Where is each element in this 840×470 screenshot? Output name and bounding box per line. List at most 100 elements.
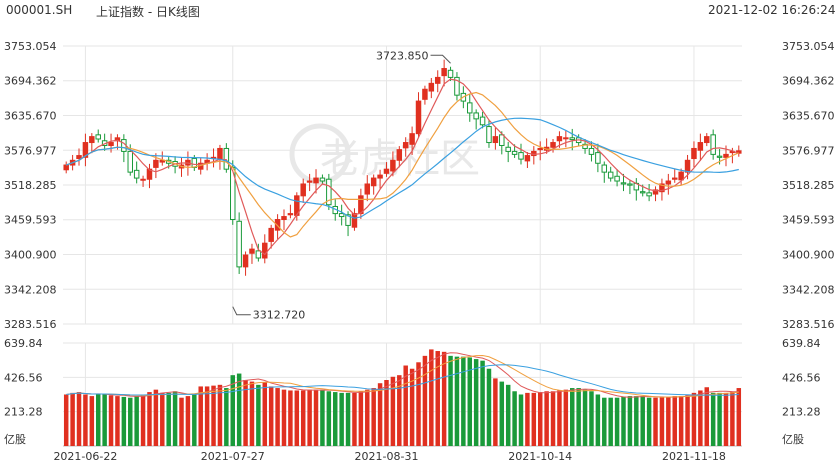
volume-bar [435, 351, 440, 446]
date-tick-label: 2021-10-14 [508, 450, 572, 463]
volume-bar [243, 379, 248, 446]
candle-body [556, 136, 563, 142]
volume-bar [288, 390, 293, 446]
candle-body [697, 142, 704, 151]
volume-bar [204, 386, 210, 446]
volume-bar [422, 355, 428, 446]
volume-bar [236, 373, 242, 446]
candle-body [550, 142, 556, 148]
candle-body [255, 250, 262, 259]
volume-bar [672, 396, 677, 446]
candle-body [537, 147, 543, 151]
candle-body [473, 112, 479, 120]
price-tick-label: 3518.285 [4, 179, 57, 192]
volume-bar [550, 391, 556, 446]
candle-body [486, 126, 492, 144]
volume-bar [198, 386, 203, 446]
candle-body [646, 192, 652, 197]
volume-bar [717, 392, 722, 446]
candle-body [723, 153, 729, 158]
price-tick-label: 3459.593 [4, 214, 57, 227]
volume-bar [537, 392, 543, 446]
candle-body [569, 137, 575, 141]
candle-body [300, 183, 306, 197]
candle-body [671, 177, 678, 180]
candle-body [582, 143, 588, 149]
volume-bar [698, 390, 703, 446]
price-tick-label: 3576.977 [4, 144, 57, 157]
volume-bar [192, 394, 197, 446]
volume-bar [256, 384, 261, 446]
candle-body [396, 149, 403, 161]
volume-bar [332, 392, 338, 446]
candle-body [268, 227, 274, 242]
volume-bar [640, 396, 645, 446]
ma20-line [65, 117, 739, 219]
candle-body [313, 177, 319, 184]
volume-bar [121, 396, 127, 446]
volume-ma20-line [66, 364, 739, 396]
volume-bar [230, 375, 235, 446]
volume-bar [307, 389, 312, 446]
candle-body [627, 183, 633, 186]
annotation-high: 3723.850 [376, 49, 429, 62]
volume-bar [678, 396, 684, 446]
volume-bar [666, 396, 671, 446]
candle-body [511, 150, 518, 155]
volume-bar [525, 392, 530, 446]
volume-bar [70, 392, 75, 446]
candle-body [108, 142, 114, 146]
price-tick-label: 3694.362 [782, 75, 835, 88]
candle-body [287, 213, 294, 216]
volume-bar [294, 390, 300, 446]
candle-body [242, 254, 249, 268]
volume-bar [595, 394, 601, 446]
candle-body [217, 147, 223, 160]
candlesticks [63, 59, 742, 276]
volume-bar [505, 384, 511, 446]
candle-body [659, 183, 665, 193]
volume-tick-label: 426.56 [4, 371, 43, 384]
candle-body [345, 214, 351, 226]
ma10-line [65, 91, 740, 238]
volume-bar [224, 388, 229, 446]
volume-bar [544, 391, 549, 446]
candle-body [262, 242, 268, 259]
volume-bar [397, 375, 402, 446]
volume-bar [409, 368, 415, 446]
candle-body [338, 213, 345, 218]
candle-body [89, 136, 95, 144]
volume-bars [63, 349, 742, 446]
volume-bar [108, 395, 114, 446]
price-tick-label: 3283.516 [782, 318, 835, 331]
candle-body [499, 134, 505, 146]
volume-tick-label: 639.84 [782, 337, 821, 350]
volume-bar [76, 392, 82, 446]
price-axis-right: 3753.054 3694.362 3635.670 3576.977 3518.285… [782, 40, 835, 446]
volume-bar [461, 356, 466, 446]
annotation-leader [430, 54, 451, 64]
volume-bar [147, 392, 152, 446]
volume-bar [512, 391, 517, 446]
volume-bar [454, 356, 460, 446]
volume-bar [179, 397, 184, 446]
volume-bar [140, 394, 146, 446]
volume-bar [710, 392, 716, 446]
candle-body [402, 142, 409, 149]
volume-bar [185, 396, 191, 446]
candle-body [639, 191, 646, 194]
candle-body [434, 76, 441, 84]
price-tick-label: 3400.900 [782, 249, 835, 262]
candle-body [133, 169, 140, 179]
candle-body [492, 136, 499, 144]
volume-ma-lines [66, 352, 739, 398]
volume-bar [371, 388, 376, 446]
candle-body [704, 136, 710, 144]
volume-bar [582, 389, 588, 446]
volume-bar [217, 384, 223, 446]
volume-tick-label: 639.84 [4, 337, 43, 350]
candle-body [306, 180, 313, 183]
volume-bar [384, 379, 389, 446]
candle-body [652, 189, 659, 195]
grid-lines [63, 45, 742, 447]
